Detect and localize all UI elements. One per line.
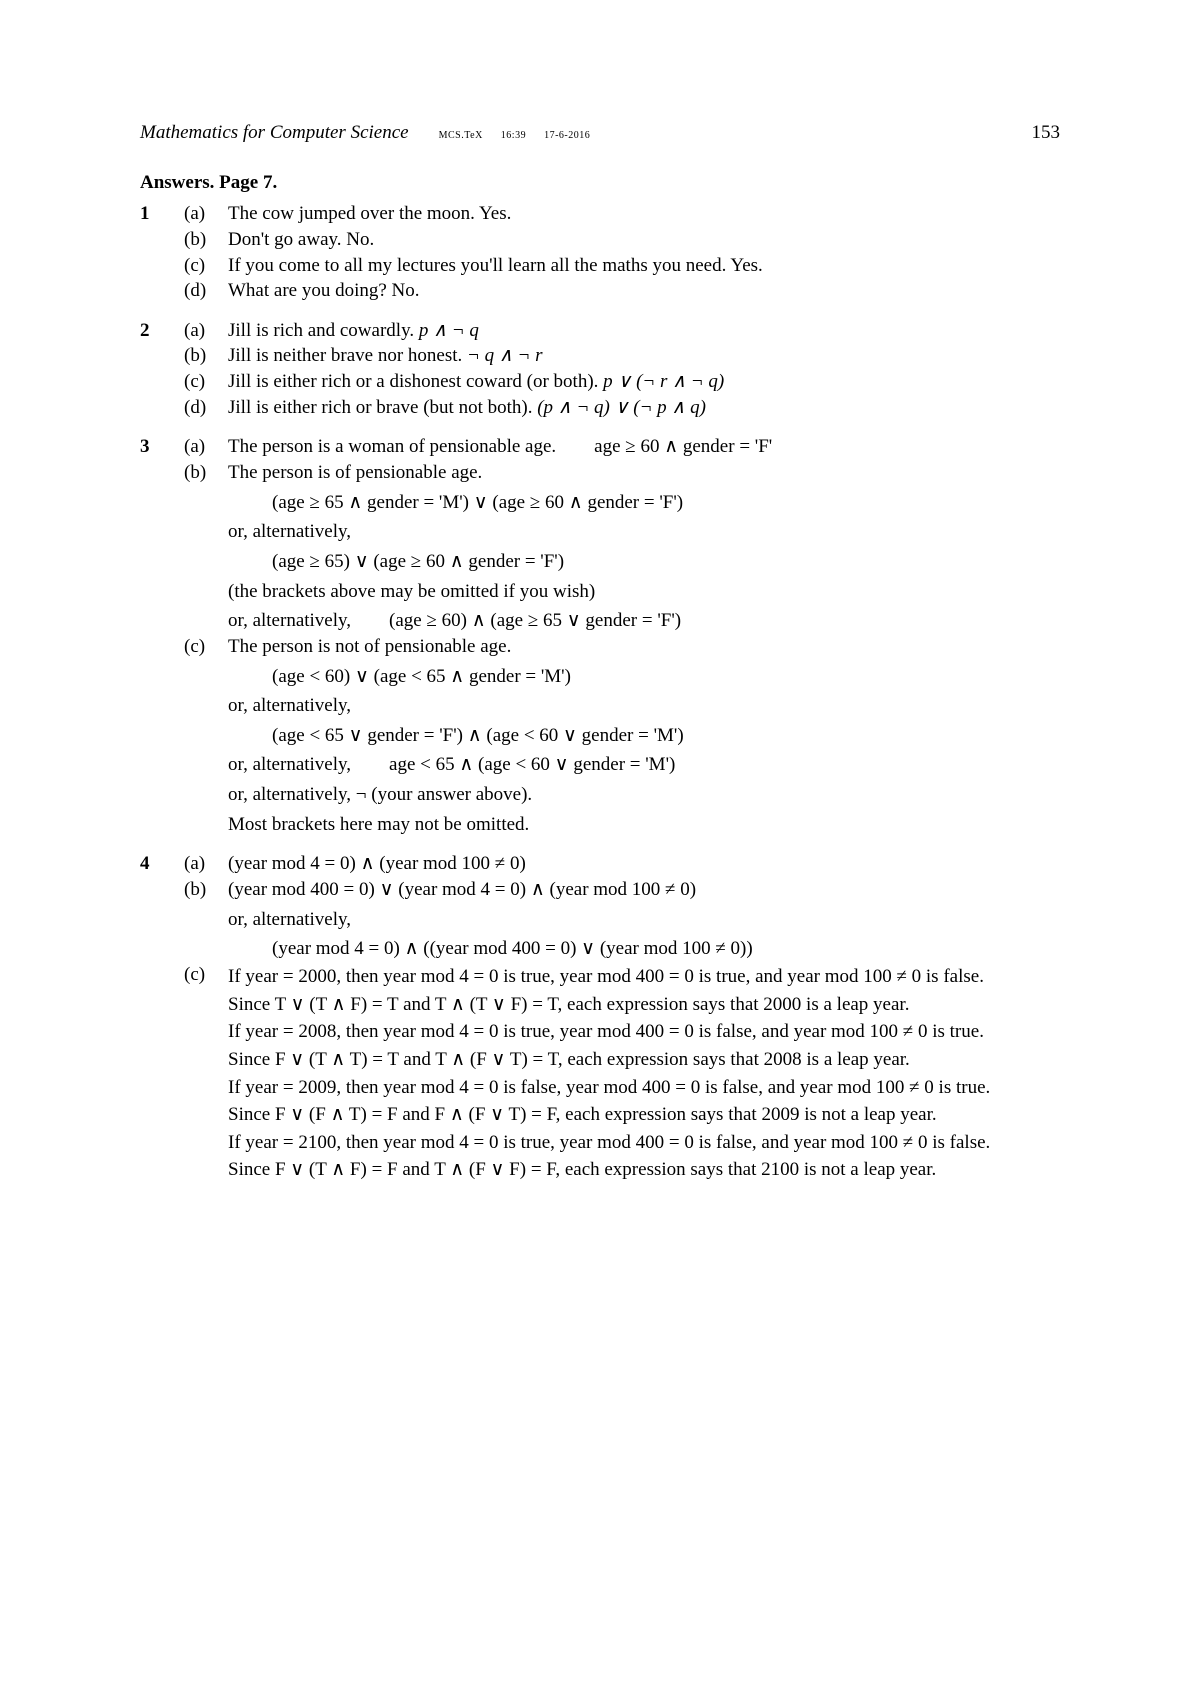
item-label: (a) [184,201,228,227]
text: The person is not of pensionable age. [228,634,1060,660]
alt-pre: or, alternatively, [228,519,1060,545]
p3-c: (c) The person is not of pensionable age… [184,634,1060,837]
p4-c: (c) If year = 2000, then year mod 4 = 0 … [184,962,1060,1183]
problem-number: 3 [140,434,184,837]
para: Since F ∨ (T ∧ T) = T and T ∧ (F ∨ T) = … [228,1047,1060,1073]
para: Since F ∨ (F ∧ T) = F and F ∧ (F ∨ T) = … [228,1102,1060,1128]
expr: (year mod 400 = 0) ∨ (year mod 4 = 0) ∧ … [228,877,1060,903]
p2-d: (d) Jill is either rich or brave (but no… [184,395,1060,421]
alt-line: or, alternatively, ¬ (your answer above)… [228,782,1060,808]
expr: p ∧ ¬ q [419,320,479,341]
p3-a: (a) The person is a woman of pensionable… [184,434,1060,460]
expr: (age < 65 ∨ gender = 'F') ∧ (age < 60 ∨ … [228,723,1060,749]
item-label: (c) [184,962,228,1183]
problem-3: 3 (a) The person is a woman of pensionab… [140,434,1060,837]
p1-c: (c) If you come to all my lectures you'l… [184,253,1060,279]
item-content: If year = 2000, then year mod 4 = 0 is t… [228,962,1060,1183]
text: Jill is neither brave nor honest. [228,345,467,366]
item-label: (a) [184,434,228,460]
p3-b: (b) The person is of pensionable age. (a… [184,460,1060,634]
item-content: Jill is either rich or brave (but not bo… [228,395,1060,421]
item-label: (c) [184,369,228,395]
expr: (age ≥ 65) ∨ (age ≥ 60 ∧ gender = 'F') [228,549,1060,575]
text: Jill is either rich or brave (but not bo… [228,397,537,418]
expr: ¬ q ∧ ¬ r [467,345,542,366]
item-content: Jill is neither brave nor honest. ¬ q ∧ … [228,343,1060,369]
item-label: (d) [184,395,228,421]
item-content: Jill is either rich or a dishonest cowar… [228,369,1060,395]
item-label: (a) [184,318,228,344]
header-left: Mathematics for Computer Science MCS.TeX… [140,120,590,146]
section-title: Answers. Page 7. [140,170,1060,196]
item-content: If you come to all my lectures you'll le… [228,253,1060,279]
item-content: Don't go away. No. [228,227,1060,253]
problem-number: 4 [140,851,184,1183]
item-label: (b) [184,343,228,369]
problem-4: 4 (a) (year mod 4 = 0) ∧ (year mod 100 ≠… [140,851,1060,1183]
item-content: What are you doing? No. [228,278,1060,304]
problem-4-items: (a) (year mod 4 = 0) ∧ (year mod 100 ≠ 0… [184,851,1060,1183]
problem-number: 2 [140,318,184,421]
item-content: (year mod 4 = 0) ∧ (year mod 100 ≠ 0) [228,851,1060,877]
alt-line: or, alternatively, age < 65 ∧ (age < 60 … [228,752,1060,778]
item-label: (d) [184,278,228,304]
alt-pre: or, alternatively, [228,693,1060,719]
item-content: (year mod 400 = 0) ∨ (year mod 4 = 0) ∧ … [228,877,1060,962]
item-label: (b) [184,227,228,253]
expr: p ∨ (¬ r ∧ ¬ q) [603,371,724,392]
p1-d: (d) What are you doing? No. [184,278,1060,304]
item-label: (b) [184,460,228,634]
item-label: (a) [184,851,228,877]
para: If year = 2100, then year mod 4 = 0 is t… [228,1130,1060,1156]
expr: (p ∧ ¬ q) ∨ (¬ p ∧ q) [537,397,706,418]
alt-pre: or, alternatively, [228,907,1060,933]
p4-b: (b) (year mod 400 = 0) ∨ (year mod 4 = 0… [184,877,1060,962]
problem-number: 1 [140,201,184,304]
problem-1: 1 (a) The cow jumped over the moon. Yes.… [140,201,1060,304]
para: Since T ∨ (T ∧ F) = T and T ∧ (T ∨ F) = … [228,992,1060,1018]
problem-1-items: (a) The cow jumped over the moon. Yes. (… [184,201,1060,304]
item-label: (b) [184,877,228,962]
meta-date: 17-6-2016 [544,129,590,143]
p2-b: (b) Jill is neither brave nor honest. ¬ … [184,343,1060,369]
expr: (year mod 4 = 0) ∧ ((year mod 400 = 0) ∨… [228,936,1060,962]
p2-c: (c) Jill is either rich or a dishonest c… [184,369,1060,395]
meta-file: MCS.TeX [439,129,483,143]
note: (the brackets above may be omitted if yo… [228,579,1060,605]
alt-line: or, alternatively, (age ≥ 60) ∧ (age ≥ 6… [228,608,1060,634]
p1-b: (b) Don't go away. No. [184,227,1060,253]
item-label: (c) [184,253,228,279]
expr: (age < 60) ∨ (age < 65 ∧ gender = 'M') [228,664,1060,690]
problem-3-items: (a) The person is a woman of pensionable… [184,434,1060,837]
problem-2: 2 (a) Jill is rich and cowardly. p ∧ ¬ q… [140,318,1060,421]
p4-a: (a) (year mod 4 = 0) ∧ (year mod 100 ≠ 0… [184,851,1060,877]
meta-time: 16:39 [501,129,526,143]
p1-a: (a) The cow jumped over the moon. Yes. [184,201,1060,227]
item-content: The cow jumped over the moon. Yes. [228,201,1060,227]
item-content: The person is a woman of pensionable age… [228,434,1060,460]
para: If year = 2000, then year mod 4 = 0 is t… [228,964,1060,990]
text: Jill is either rich or a dishonest cowar… [228,371,603,392]
page-header: Mathematics for Computer Science MCS.TeX… [140,120,1060,146]
item-content: The person is of pensionable age. (age ≥… [228,460,1060,634]
p2-a: (a) Jill is rich and cowardly. p ∧ ¬ q [184,318,1060,344]
item-content: The person is not of pensionable age. (a… [228,634,1060,837]
book-title: Mathematics for Computer Science [140,120,409,146]
para: Since F ∨ (T ∧ F) = F and T ∧ (F ∨ F) = … [228,1157,1060,1183]
header-meta: MCS.TeX 16:39 17-6-2016 [439,129,591,143]
para: If year = 2008, then year mod 4 = 0 is t… [228,1019,1060,1045]
problem-2-items: (a) Jill is rich and cowardly. p ∧ ¬ q (… [184,318,1060,421]
item-label: (c) [184,634,228,837]
para: If year = 2009, then year mod 4 = 0 is f… [228,1075,1060,1101]
note: Most brackets here may not be omitted. [228,812,1060,838]
item-content: Jill is rich and cowardly. p ∧ ¬ q [228,318,1060,344]
page-number: 153 [1032,120,1061,146]
text: The person is of pensionable age. [228,460,1060,486]
text: Jill is rich and cowardly. [228,320,419,341]
expr: (age ≥ 65 ∧ gender = 'M') ∨ (age ≥ 60 ∧ … [228,490,1060,516]
